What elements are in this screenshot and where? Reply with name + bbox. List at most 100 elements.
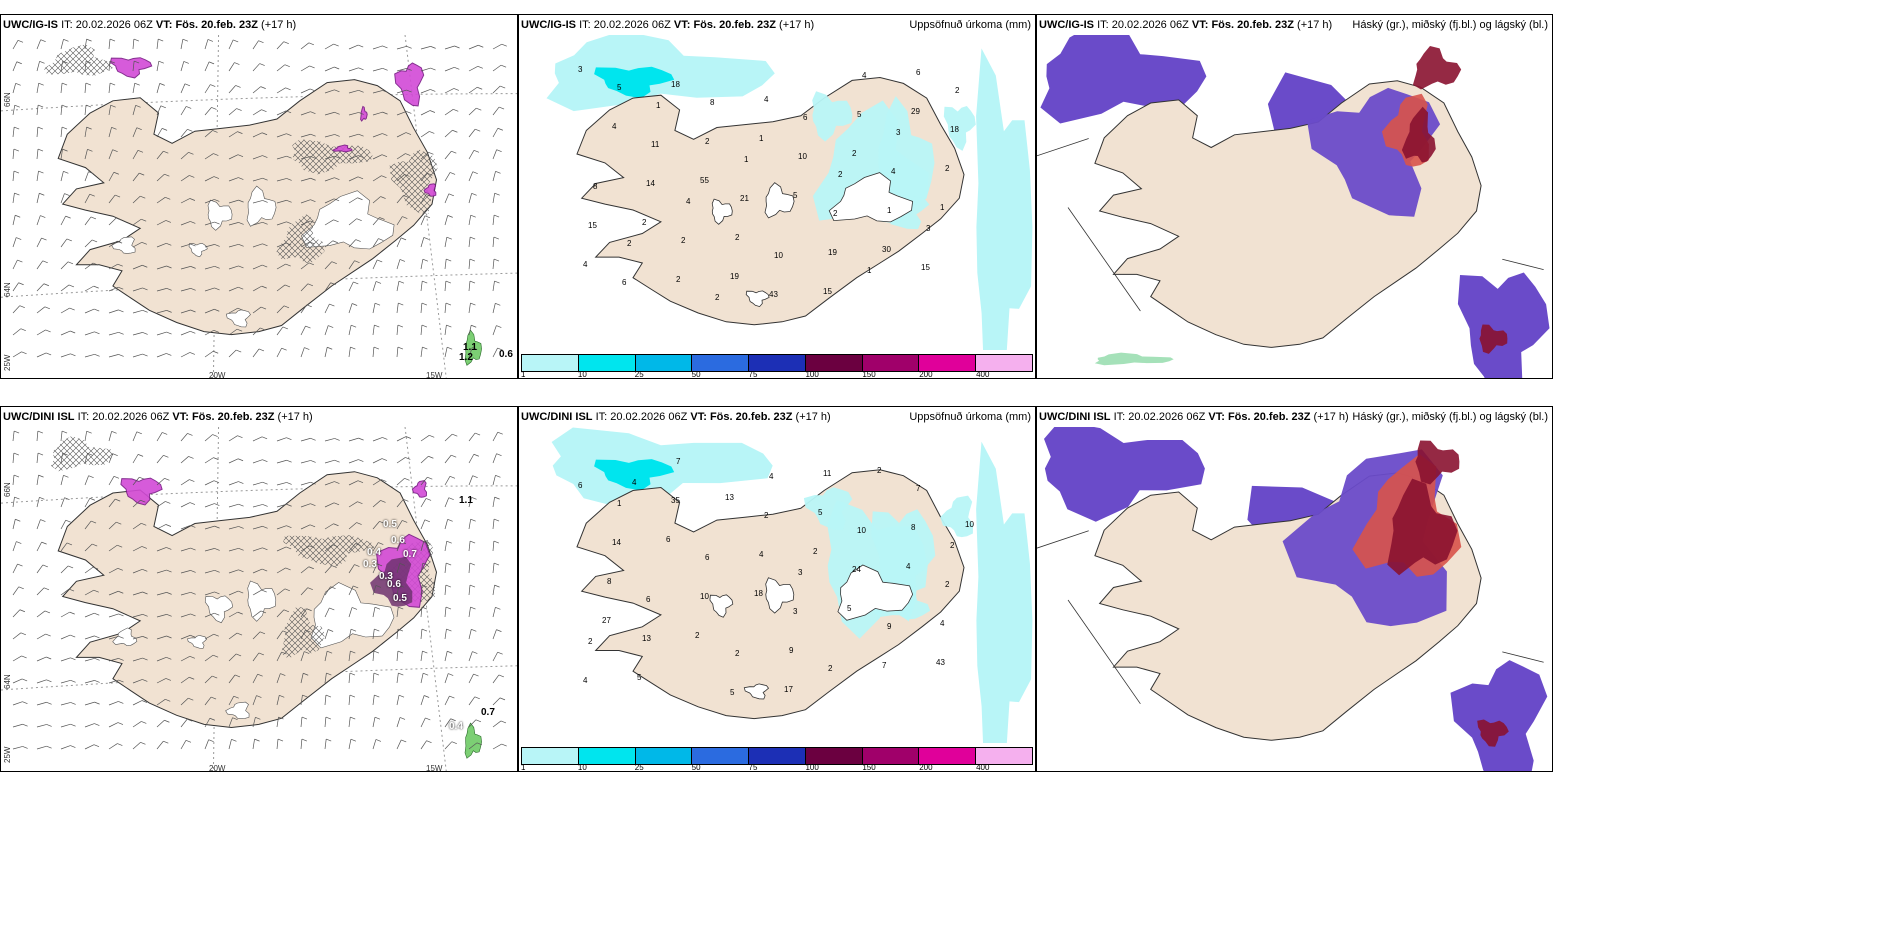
wind-barb [132, 742, 141, 750]
wind-barb [324, 240, 334, 248]
wind-barb [36, 193, 40, 204]
lat-label: 66N [3, 92, 12, 107]
wind-barb-flag [17, 40, 24, 43]
cloud-low [1477, 719, 1509, 747]
wind-barb [348, 89, 359, 94]
wind-barb-flag [325, 694, 332, 698]
wind-barb [84, 453, 88, 464]
wind-barb-flag [70, 723, 76, 727]
wind-barb-flag [164, 478, 170, 481]
wind-barb-flag [329, 607, 335, 611]
wind-barb-flag [190, 570, 196, 573]
wind-barb [228, 154, 239, 160]
wind-barb-flag [285, 263, 291, 267]
wind-barb-flag [332, 544, 338, 547]
wind-barb-flag [21, 351, 27, 355]
wind-barb [348, 133, 359, 138]
wind-barb-flag [427, 172, 433, 176]
legend-tick-label: 10 [577, 763, 587, 772]
wind-barb [324, 347, 328, 358]
wind-barb [204, 633, 214, 640]
wind-barb-flag [286, 459, 292, 463]
wind-barb [492, 43, 502, 50]
wind-barb-flag [40, 519, 46, 522]
wind-barb-flag [308, 42, 315, 46]
wind-barb [84, 744, 95, 750]
wind-barb [300, 65, 310, 72]
wind-barb [12, 351, 22, 358]
wind-barb-flag [333, 502, 340, 506]
wind-barb [420, 695, 425, 706]
wind-barb-flag [448, 193, 454, 197]
wind-barb-flag [112, 453, 118, 457]
wind-barb [396, 195, 404, 204]
wind-barb-flag [238, 286, 244, 290]
wind-barb [132, 431, 138, 442]
wind-barb-flag [446, 324, 452, 328]
wind-barb-flag [46, 679, 52, 683]
wind-barb-flag [44, 306, 51, 310]
cloud-low [1479, 324, 1508, 354]
wind-barb-flag [262, 155, 268, 158]
wind-barb-flag [307, 587, 313, 591]
wind-barb [204, 153, 214, 160]
wind-barb-flag [109, 38, 116, 42]
wind-barb-flag [310, 220, 316, 224]
wind-barb-flag [374, 694, 380, 698]
wind-barb [36, 679, 47, 684]
wind-barb [348, 673, 351, 684]
wind-barb [84, 680, 95, 684]
precip-amount-label: 55 [700, 176, 709, 185]
wind-barb [444, 629, 447, 640]
wind-barb [36, 105, 39, 116]
wind-barb [420, 435, 430, 442]
wind-barb-flag [235, 653, 242, 657]
legend-tick-label: 25 [634, 763, 644, 772]
wind-barb-flag [262, 547, 268, 551]
wind-barb-flag [94, 612, 100, 616]
wind-barb [276, 609, 285, 618]
wind-barb-flag [233, 39, 239, 43]
panel-header: UWC/IG-IS IT: 20.02.2026 06Z VT: Fös. 20… [521, 19, 815, 31]
wind-barb-flag [358, 112, 364, 115]
wind-barb [156, 592, 167, 596]
legend-tick-label: 150 [862, 763, 876, 772]
wind-barb [108, 521, 117, 530]
wind-barb [252, 568, 263, 574]
wind-barb-flag [43, 587, 50, 591]
wind-barb-flag [140, 499, 146, 503]
wind-barb-flag [382, 45, 388, 49]
wind-barb-flag [142, 264, 148, 268]
wind-barb [492, 347, 498, 358]
wind-barb-flag [260, 306, 267, 310]
precip-amount-label: 3 [896, 128, 901, 137]
precip-blob [411, 480, 428, 498]
precip-amount-label: 2 [813, 547, 818, 556]
wind-barb [180, 331, 191, 336]
wind-barb [36, 61, 40, 72]
wind-barb [252, 547, 263, 552]
wind-barb-flag [162, 432, 168, 435]
wind-barb [60, 611, 70, 618]
wind-barb-flag [406, 89, 412, 93]
wind-barb-flag [15, 83, 21, 86]
glacier-outline [745, 290, 770, 308]
iceland-land [57, 79, 438, 336]
precip-amount-label: 10 [798, 152, 807, 161]
wind-barb [132, 679, 143, 684]
wind-barb [228, 547, 239, 552]
precip-amount-label: 35 [671, 496, 680, 505]
wind-barb [348, 543, 356, 552]
wind-barb-flag [448, 497, 454, 501]
wind-barb [36, 701, 47, 706]
wind-barb-flag [141, 700, 148, 703]
wind-barb-flag [189, 479, 195, 482]
wind-barb [468, 519, 472, 530]
wind-barb [12, 563, 18, 574]
wind-barb-flag [118, 354, 124, 357]
wind-barb-flag [333, 219, 339, 223]
wind-barb-flag [61, 82, 68, 86]
precip-amount-label: 1 [887, 206, 892, 215]
wind-barb [276, 305, 285, 314]
wind-barb [180, 634, 191, 640]
